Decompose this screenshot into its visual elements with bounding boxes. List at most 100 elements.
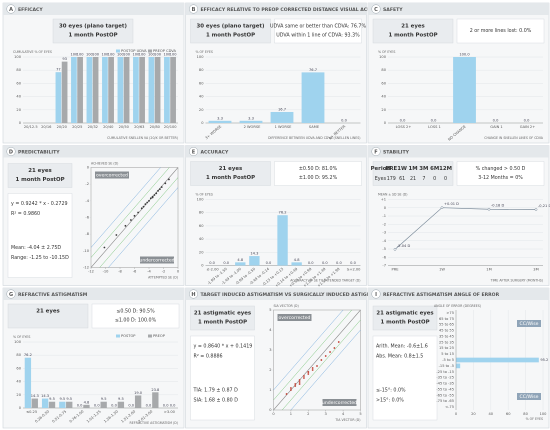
data-label: 9.5	[101, 397, 107, 401]
y-tick-label: 3	[269, 348, 271, 352]
x-tick-label: -2	[162, 270, 166, 274]
note-text: % changed > 0.50 D	[476, 166, 526, 172]
y-tick-label: -1	[382, 214, 386, 218]
panel-title: TARGET INDUCED ASTIGMATISM VS SURGICALLY…	[201, 292, 388, 298]
y-tick-label: -5	[382, 247, 386, 251]
x-axis-label: DIFFERENCE BETWEEN UDVA AND CDVA (SNELLE…	[268, 136, 360, 140]
legend-swatch	[116, 49, 120, 53]
bar	[456, 357, 539, 363]
y-tick-label: -25 to -15	[436, 370, 454, 374]
y-tick-label: -75 to -65	[436, 399, 454, 403]
table-cell: 0	[444, 176, 447, 182]
y-tick-label: +1	[381, 198, 386, 202]
x-tick-label: SAME	[309, 125, 320, 129]
y-tick-label: -35 to -25	[436, 376, 454, 380]
bar	[152, 392, 159, 408]
data-label: 76.2	[24, 353, 32, 357]
data-label: 100	[77, 53, 85, 57]
y-tick-label: -3	[382, 231, 386, 235]
panel-header	[3, 3, 184, 15]
y-tick-label: -4	[382, 239, 386, 243]
note-text: y = 0.8640 * x + 0.1419	[194, 344, 253, 350]
bar	[117, 57, 124, 123]
info-text: 30 eyes (plano target)	[197, 24, 265, 30]
note-text: TIA: 1.79 ± 0.87 D	[193, 388, 239, 394]
y-axis-label: % OF EYES	[378, 50, 395, 54]
y-tick-label: 40	[381, 95, 386, 99]
panel-letter: G	[9, 292, 13, 298]
x-tick-label: 20/32	[88, 125, 98, 129]
notes-box	[456, 161, 545, 186]
bar	[235, 262, 246, 266]
scatter-point	[316, 365, 318, 367]
region-badge	[140, 256, 174, 264]
y-axis-label: % OF EYES	[196, 50, 213, 54]
panel-letter-badge	[188, 146, 199, 157]
panel-letter-badge	[188, 289, 199, 299]
data-label: 76.7	[309, 68, 317, 72]
x-tick-label: 20/16	[41, 125, 52, 129]
bar	[24, 357, 32, 408]
panel-letter-badge	[6, 146, 16, 157]
panel-title: EFFICACY RELATIVE TO PREOP CORRECTED DIS…	[201, 7, 399, 13]
note-text: Range: -1.25 to -10.15D	[11, 255, 69, 261]
bar	[133, 57, 139, 123]
info-text: 21 eyes	[36, 309, 59, 315]
data-label: 0.0	[128, 404, 134, 408]
y-tick-label: 60	[199, 81, 204, 85]
y-tick-label: -45 to -35	[436, 382, 454, 386]
bar	[41, 398, 49, 408]
region-label: overcorrected	[96, 173, 128, 179]
panel-header	[3, 288, 184, 300]
y-axis-label: ACHIEVED SE (D)	[91, 162, 118, 166]
info-box	[190, 18, 271, 44]
notes-box	[7, 193, 73, 278]
data-label: 100	[148, 53, 156, 57]
data-label: 9.5	[66, 397, 72, 401]
region-label: undercorrected	[139, 258, 174, 264]
note-text: ≤1.00 D: 100.0%	[115, 318, 157, 324]
bar	[239, 120, 263, 123]
bar	[208, 120, 232, 123]
plot-frame	[273, 309, 361, 411]
bar	[164, 57, 170, 123]
info-text: 1 month PostOP	[388, 33, 437, 39]
panel-letter-badge	[371, 146, 381, 157]
info-box	[372, 18, 454, 44]
data-label: 100	[101, 53, 109, 57]
info-text: 1 month PostOP	[206, 33, 255, 39]
bar	[456, 363, 461, 369]
y-tick-label: 25 to 35	[439, 340, 454, 344]
panel-title: SAFETY	[383, 7, 403, 13]
x-axis-label: ACCURACY OF SE TO INTENDED TARGET (D)	[290, 279, 360, 283]
bar	[154, 57, 161, 123]
x-tick-label: >3.00	[164, 410, 176, 414]
reference-line	[91, 167, 170, 258]
bar	[31, 398, 38, 408]
y-tick-label: 40	[16, 95, 21, 99]
scatter-point	[290, 387, 292, 389]
region-badge	[322, 399, 357, 406]
data-label: 16.7	[278, 107, 286, 111]
panel-title: STABILITY	[383, 149, 410, 155]
data-label: 0.0	[170, 404, 176, 408]
region-badge	[517, 320, 541, 327]
info-box	[190, 305, 255, 331]
info-text: 1 month PostOP	[198, 320, 247, 326]
y-axis-label: SIA VECTOR (D)	[274, 304, 299, 308]
info-text: 30 eyes (plano target)	[59, 24, 127, 30]
note-text: ≤-15°: 0.0%	[376, 388, 406, 394]
data-label: 4.8	[237, 258, 243, 262]
bar	[117, 401, 125, 408]
table-header: Period	[371, 166, 391, 172]
x-tick-label: 20	[471, 412, 476, 416]
y-tick-label: 20	[16, 108, 21, 112]
bar	[100, 401, 107, 408]
bar	[55, 72, 62, 123]
notes-box	[456, 18, 545, 44]
scatter-point	[285, 393, 288, 395]
scatter-point	[144, 203, 147, 206]
data-label: 3.3	[248, 116, 254, 120]
scatter-point	[158, 188, 161, 191]
legend-label: PREOP	[153, 334, 166, 338]
